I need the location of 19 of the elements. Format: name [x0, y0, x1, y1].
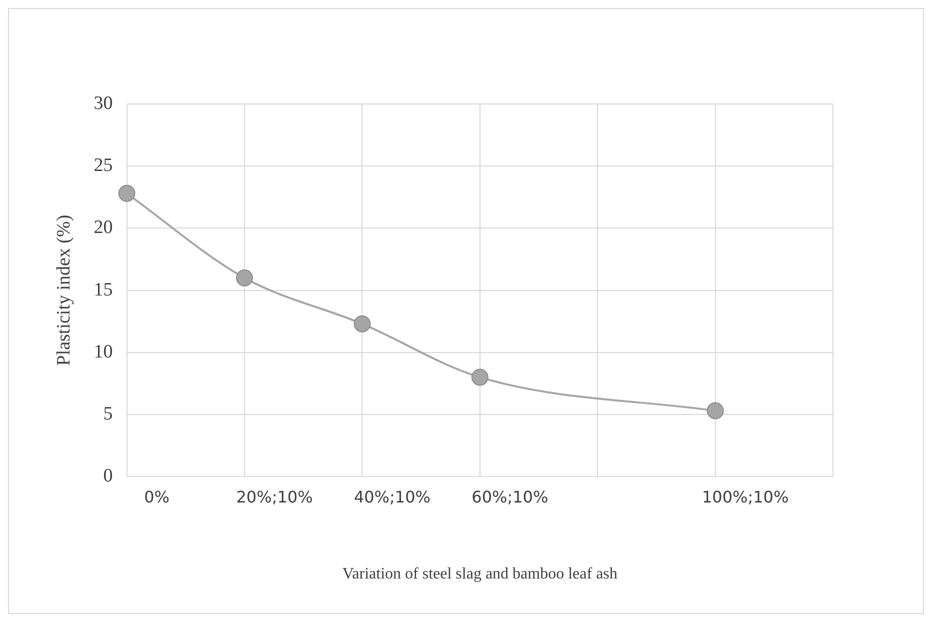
y-tick-label: 5 [103, 403, 113, 424]
y-axis-title: Plasticity index (%) [53, 214, 74, 366]
y-tick-label: 10 [94, 341, 113, 362]
x-axis-title: Variation of steel slag and bamboo leaf ash [342, 566, 618, 583]
y-tick-label: 15 [94, 279, 113, 300]
y-tick-label: 25 [94, 155, 113, 176]
y-tick-label: 0 [103, 466, 113, 487]
x-tick-label: 60%;10% [472, 487, 548, 506]
x-tick-label: 20%;10% [236, 487, 313, 506]
x-tick-label: 0% [144, 487, 170, 506]
x-tick-label: 40%;10% [354, 487, 430, 506]
point [354, 315, 371, 332]
point [706, 402, 724, 420]
x-tick-label: 100%;10% [702, 487, 789, 506]
point [118, 184, 136, 202]
y-tick-label: 20 [94, 217, 113, 238]
point [236, 269, 253, 286]
point [471, 368, 488, 386]
y-tick-label: 30 [94, 92, 113, 114]
